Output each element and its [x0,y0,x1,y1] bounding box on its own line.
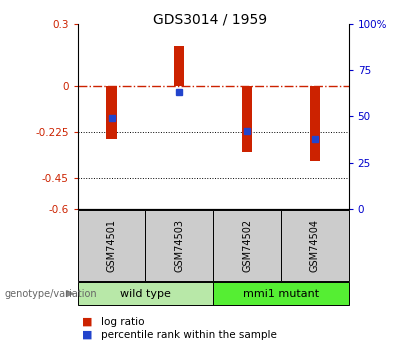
Text: mmi1 mutant: mmi1 mutant [243,289,319,298]
Text: GDS3014 / 1959: GDS3014 / 1959 [153,12,267,26]
Text: GSM74502: GSM74502 [242,219,252,272]
Bar [174,46,184,86]
Text: ■: ■ [82,317,92,326]
Text: GSM74504: GSM74504 [310,219,320,272]
Text: log ratio: log ratio [101,317,144,326]
Text: GSM74501: GSM74501 [107,219,117,272]
Text: wild type: wild type [120,289,171,298]
Bar [107,86,117,139]
Text: genotype/variation: genotype/variation [4,289,97,298]
Bar [242,86,252,152]
Text: GSM74503: GSM74503 [174,219,184,272]
Bar [310,86,320,160]
Text: percentile rank within the sample: percentile rank within the sample [101,330,277,339]
Text: ■: ■ [82,330,92,339]
